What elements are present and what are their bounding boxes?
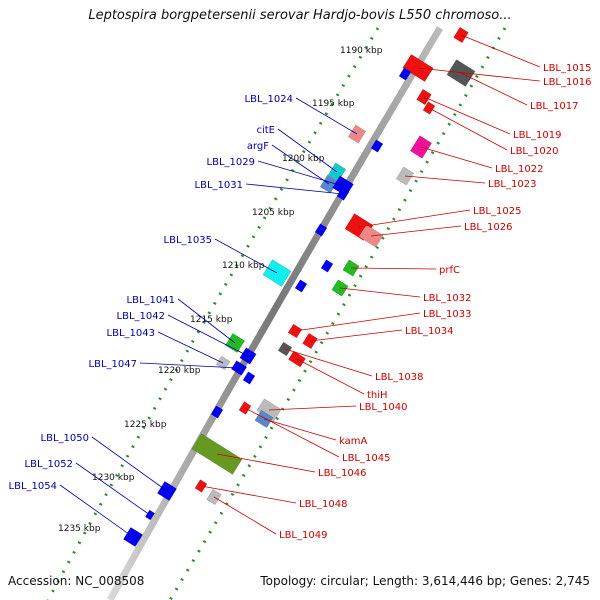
label-leader-line — [263, 418, 337, 441]
gene-label[interactable]: LBL_1048 — [299, 499, 347, 510]
label-leader-line — [339, 287, 421, 298]
unlabeled-gene-marker — [314, 223, 328, 237]
label-leader-line — [257, 160, 344, 187]
gene-label[interactable]: argF — [247, 141, 269, 152]
chromosome-backbone — [106, 26, 444, 600]
kbp-tick-label: 1195 kbp — [312, 99, 355, 109]
label-leader-line — [417, 67, 541, 82]
gene-label[interactable]: LBL_1029 — [207, 157, 255, 168]
gene-label[interactable]: LBL_1032 — [423, 293, 471, 304]
gene-label[interactable]: LBL_1019 — [513, 130, 561, 141]
gene-label[interactable]: LBL_1022 — [495, 164, 543, 175]
unlabeled-gene-marker — [210, 405, 224, 419]
kbp-tick-label: 1200 kbp — [282, 154, 325, 164]
kbp-tick-label: 1225 kbp — [124, 420, 167, 430]
unlabeled-gene-marker — [242, 371, 256, 385]
label-leader-line — [428, 107, 508, 151]
gene-label[interactable]: LBL_1049 — [279, 530, 327, 541]
label-leader-line — [200, 485, 297, 504]
label-leader-line — [420, 146, 493, 169]
label-leader-line — [294, 312, 421, 332]
label-leader-line — [59, 484, 134, 538]
label-leader-line — [75, 462, 151, 516]
kbp-tick-label: 1215 kbp — [190, 315, 233, 325]
gene-label[interactable]: LBL_1025 — [473, 206, 521, 217]
gene-label[interactable]: citE — [256, 125, 275, 136]
label-leader-line — [91, 436, 168, 492]
gene-label[interactable]: LBL_1024 — [245, 94, 293, 105]
gene-label[interactable]: LBL_1038 — [375, 372, 423, 383]
label-leader-line — [295, 97, 358, 135]
label-leader-line — [271, 144, 330, 185]
label-leader-line — [296, 358, 365, 395]
gene-label[interactable]: LBL_1015 — [543, 63, 591, 74]
label-leader-line — [177, 298, 236, 344]
gene-label[interactable]: LBL_1045 — [342, 453, 390, 464]
label-leader-line — [460, 72, 528, 106]
gene-label[interactable]: LBL_1017 — [530, 101, 578, 112]
label-leader-line — [277, 128, 338, 173]
gene-label[interactable]: LBL_1034 — [405, 326, 453, 337]
gene-label[interactable]: LBL_1050 — [41, 433, 89, 444]
label-leader-line — [216, 453, 316, 473]
map-title: Leptospira borgpetersenii serovar Hardjo… — [88, 8, 512, 23]
label-leader-line — [245, 183, 344, 195]
label-leader-line — [157, 331, 224, 364]
label-leader-line — [460, 34, 541, 68]
gene-label[interactable]: kamA — [339, 436, 367, 447]
topology-summary: Topology: circular; Length: 3,614,446 bp… — [260, 574, 590, 588]
unlabeled-gene-marker — [294, 279, 308, 293]
gene-label[interactable]: LBL_1016 — [543, 77, 591, 88]
label-leader-line — [404, 175, 486, 184]
label-leader-line — [370, 225, 462, 237]
label-leader-line — [350, 267, 437, 270]
label-leader-line — [423, 96, 511, 135]
gene-label[interactable]: LBL_1043 — [107, 328, 155, 339]
kbp-tick-label: 1205 kbp — [252, 208, 295, 218]
label-leader-line — [214, 238, 278, 274]
label-leader-line — [268, 405, 357, 411]
unlabeled-gene-marker — [398, 67, 412, 81]
gene-label[interactable]: LBL_1026 — [464, 222, 512, 233]
label-leader-line — [167, 314, 249, 357]
gene-label[interactable]: prfC — [439, 265, 460, 276]
gene-label[interactable]: LBL_1033 — [423, 309, 471, 320]
gene-label[interactable]: LBL_1042 — [117, 311, 165, 322]
kbp-tick-label: 1190 kbp — [340, 46, 383, 56]
forward-tick-track — [168, 27, 507, 600]
gene-label[interactable]: LBL_1052 — [25, 459, 73, 470]
gene-label[interactable]: LBL_1041 — [127, 295, 175, 306]
label-leader-line — [213, 496, 277, 535]
label-leader-line — [309, 329, 403, 342]
gene-label[interactable]: LBL_1031 — [195, 180, 243, 191]
gene-label[interactable]: LBL_1040 — [359, 402, 407, 413]
gene-label[interactable]: LBL_1023 — [488, 179, 536, 190]
gene-label[interactable]: LBL_1046 — [318, 468, 366, 479]
label-leader-line — [139, 362, 240, 369]
unlabeled-gene-marker — [370, 139, 384, 153]
reverse-tick-track — [46, 27, 380, 600]
unlabeled-gene-marker — [320, 259, 334, 273]
label-leader-line — [244, 407, 340, 458]
gene-label[interactable]: LBL_1054 — [9, 481, 57, 492]
kbp-tick-label: 1230 kbp — [92, 473, 135, 483]
kbp-tick-label: 1235 kbp — [58, 524, 101, 534]
gene-label[interactable]: LBL_1020 — [510, 146, 558, 157]
gene-label[interactable]: thiH — [367, 390, 388, 401]
kbp-tick-label: 1210 kbp — [222, 261, 265, 271]
accession-text: Accession: NC_008508 — [8, 574, 145, 588]
label-leader-line — [284, 348, 373, 377]
kbp-tick-label: 1220 kbp — [158, 366, 201, 376]
gene-label[interactable]: LBL_1047 — [89, 359, 137, 370]
label-leader-line — [358, 209, 471, 228]
gene-label[interactable]: LBL_1035 — [164, 235, 212, 246]
